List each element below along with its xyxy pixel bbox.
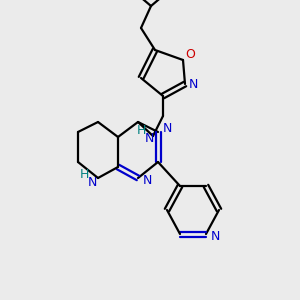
Text: N: N	[144, 131, 154, 145]
Text: N: N	[210, 230, 220, 242]
Text: N: N	[87, 176, 97, 188]
Text: N: N	[162, 122, 172, 136]
Text: H: H	[79, 167, 89, 181]
Text: N: N	[142, 175, 152, 188]
Text: O: O	[185, 49, 195, 62]
Text: H: H	[136, 124, 146, 136]
Text: N: N	[188, 77, 198, 91]
